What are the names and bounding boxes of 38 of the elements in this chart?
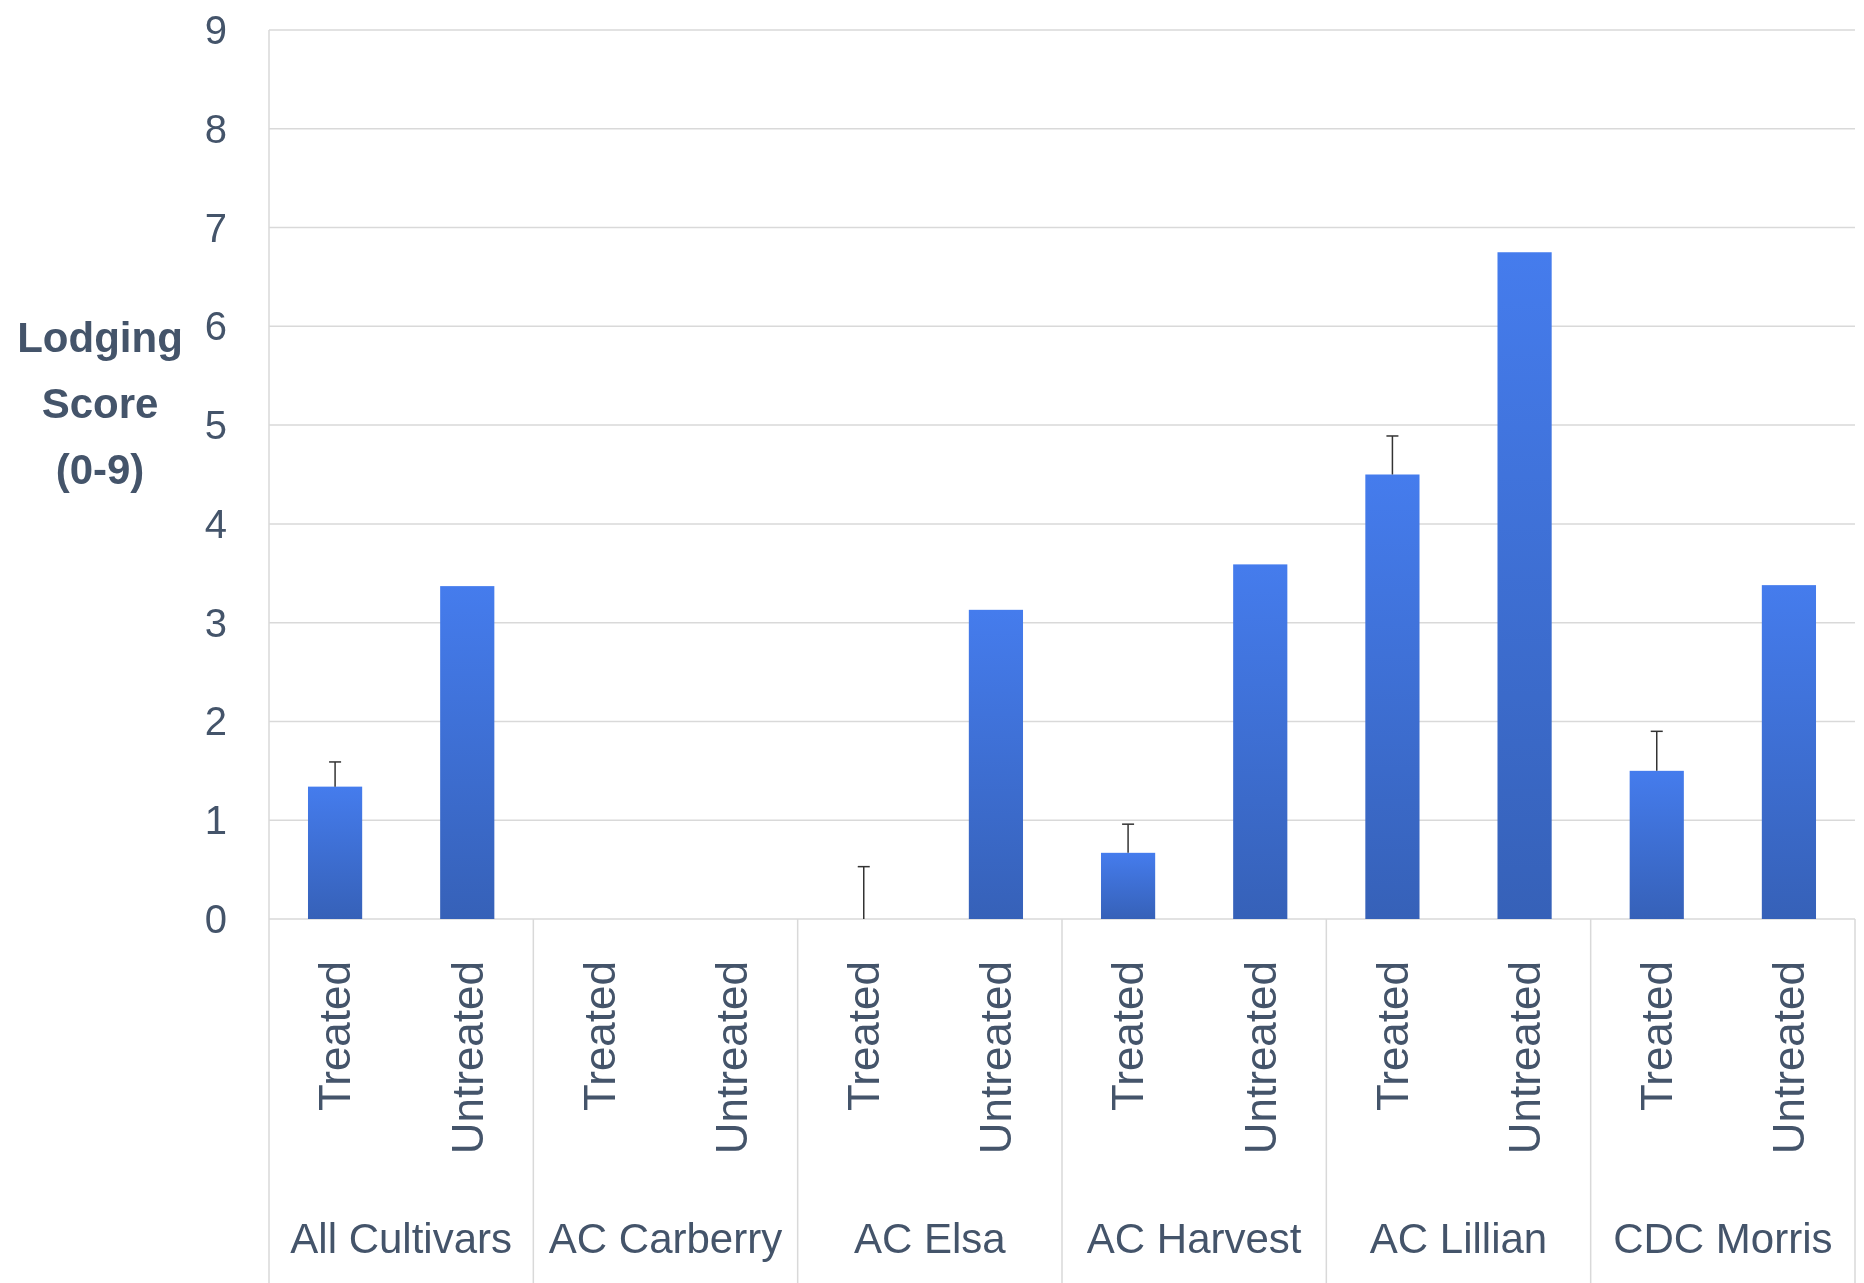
- y-tick-label: 5: [204, 403, 227, 448]
- bar: [1761, 585, 1817, 919]
- text: AC Harvest: [1086, 1215, 1302, 1262]
- bar: [307, 786, 363, 919]
- y-tick-label: 2: [204, 699, 227, 744]
- y-tick-label: 4: [204, 501, 227, 546]
- x-tick-label: Treated: [1103, 961, 1153, 1112]
- x-tick-label: Untreated: [1764, 961, 1814, 1155]
- x-tick-label: Untreated: [706, 961, 756, 1155]
- text: CDC Morris: [1613, 1215, 1833, 1262]
- x-tick-label: Treated: [1632, 961, 1682, 1112]
- bar: [1629, 770, 1684, 919]
- text: All Cultivars: [290, 1215, 513, 1262]
- y-tick-label: 7: [204, 205, 227, 250]
- x-tick-label: Untreated: [1235, 961, 1285, 1155]
- x-tick-label: Untreated: [1499, 961, 1549, 1155]
- text: AC Carberry: [548, 1215, 783, 1262]
- bar: [1233, 564, 1288, 919]
- bar: [1497, 252, 1552, 919]
- x-tick-label: Treated: [310, 961, 360, 1112]
- x-tick-label: Treated: [839, 961, 889, 1112]
- x-tick-label: Untreated: [971, 961, 1021, 1155]
- y-tick-label: 9: [204, 8, 227, 52]
- y-tick-label: 8: [204, 106, 227, 151]
- y-tick-label: 6: [204, 304, 227, 349]
- x-tick-label: Treated: [574, 961, 624, 1112]
- bar: [1365, 474, 1420, 919]
- text: AC Elsa: [853, 1215, 1007, 1262]
- text: AC Lillian: [1369, 1215, 1548, 1262]
- y-tick-label: 3: [204, 600, 227, 645]
- y-tick-label: 1: [204, 798, 227, 843]
- bar: [440, 586, 495, 919]
- x-tick-label: Treated: [1367, 961, 1417, 1112]
- bar: [968, 609, 1024, 919]
- y-axis-title: Lodging Score (0-9): [17, 314, 183, 493]
- bar: [1100, 852, 1156, 919]
- x-tick-label: Untreated: [442, 961, 492, 1155]
- y-tick-label: 0: [204, 897, 227, 941]
